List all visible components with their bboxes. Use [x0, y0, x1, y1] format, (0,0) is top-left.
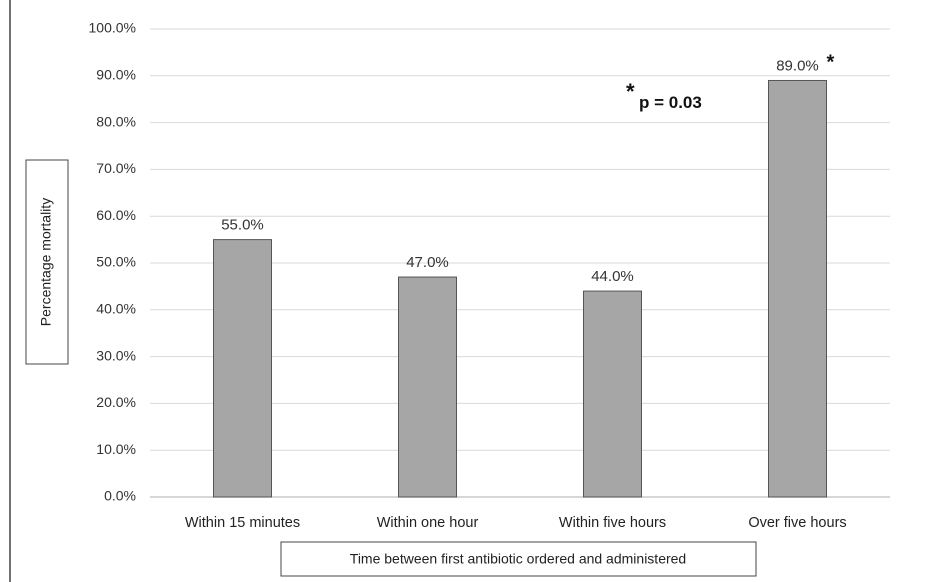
- category-labels: Within 15 minutes Within one hour Within f…: [185, 515, 847, 531]
- data-labels: 55.0% 47.0% 44.0% 89.0%: [221, 57, 819, 285]
- data-label: 47.0%: [406, 254, 449, 271]
- y-tick-label: 90.0%: [96, 67, 136, 83]
- category-label: Within five hours: [559, 515, 666, 531]
- x-axis-title-box: [280, 541, 757, 577]
- y-tick-label: 50.0%: [96, 254, 136, 270]
- y-tick-label: 40.0%: [96, 301, 136, 317]
- y-tick-labels: 0.0% 10.0% 20.0% 30.0% 40.0% 50.0% 60.0% 70.0% 8…: [89, 20, 136, 504]
- y-tick-label: 10.0%: [96, 441, 136, 457]
- y-tick-label: 100.0%: [89, 20, 136, 36]
- gridlines: [150, 28, 890, 451]
- significance-star: *: [626, 79, 635, 104]
- y-tick-label: 20.0%: [96, 394, 136, 410]
- significance-annotation: p = 0.03: [639, 93, 702, 112]
- category-label: Within 15 minutes: [185, 515, 300, 531]
- bars: [213, 79, 827, 498]
- y-tick-label: 30.0%: [96, 347, 136, 363]
- category-label: Over five hours: [748, 515, 846, 531]
- data-label: 44.0%: [591, 268, 634, 285]
- data-label: 55.0%: [221, 217, 264, 234]
- category-label: Within one hour: [377, 515, 479, 531]
- y-axis-title: Percentage mortality: [38, 198, 54, 326]
- data-label: 89.0%: [776, 57, 819, 74]
- y-axis-title-box: [25, 159, 69, 365]
- y-tick-label: 80.0%: [96, 113, 136, 129]
- marked-bar-star: *: [827, 51, 835, 73]
- bar: [398, 276, 457, 498]
- x-axis-title: Time between first antibiotic ordered an…: [350, 551, 686, 567]
- y-tick-label: 60.0%: [96, 207, 136, 223]
- bar: [583, 290, 642, 498]
- y-tick-label: 70.0%: [96, 160, 136, 176]
- bar: [213, 239, 272, 498]
- y-tick-label: 0.0%: [104, 488, 136, 504]
- bar: [768, 79, 827, 498]
